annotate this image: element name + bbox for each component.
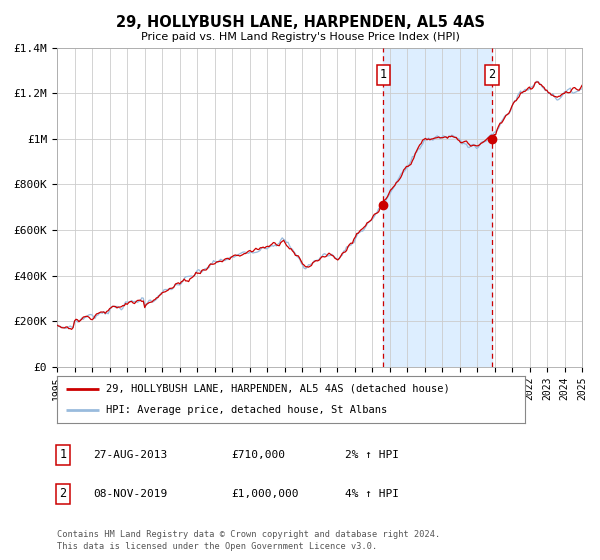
Text: 2% ↑ HPI: 2% ↑ HPI — [345, 450, 399, 460]
Text: 2: 2 — [488, 68, 496, 81]
Text: 1: 1 — [59, 448, 67, 461]
Text: 2: 2 — [59, 487, 67, 501]
Text: 29, HOLLYBUSH LANE, HARPENDEN, AL5 4AS: 29, HOLLYBUSH LANE, HARPENDEN, AL5 4AS — [115, 15, 485, 30]
Text: 29, HOLLYBUSH LANE, HARPENDEN, AL5 4AS (detached house): 29, HOLLYBUSH LANE, HARPENDEN, AL5 4AS (… — [106, 384, 450, 394]
Text: 1: 1 — [380, 68, 387, 81]
Text: This data is licensed under the Open Government Licence v3.0.: This data is licensed under the Open Gov… — [57, 542, 377, 551]
Text: Contains HM Land Registry data © Crown copyright and database right 2024.: Contains HM Land Registry data © Crown c… — [57, 530, 440, 539]
Text: 4% ↑ HPI: 4% ↑ HPI — [345, 489, 399, 499]
Text: 08-NOV-2019: 08-NOV-2019 — [93, 489, 167, 499]
Text: 27-AUG-2013: 27-AUG-2013 — [93, 450, 167, 460]
Text: £710,000: £710,000 — [231, 450, 285, 460]
Text: HPI: Average price, detached house, St Albans: HPI: Average price, detached house, St A… — [106, 405, 388, 416]
Text: Price paid vs. HM Land Registry's House Price Index (HPI): Price paid vs. HM Land Registry's House … — [140, 32, 460, 43]
Bar — [383, 48, 492, 367]
Text: £1,000,000: £1,000,000 — [231, 489, 299, 499]
